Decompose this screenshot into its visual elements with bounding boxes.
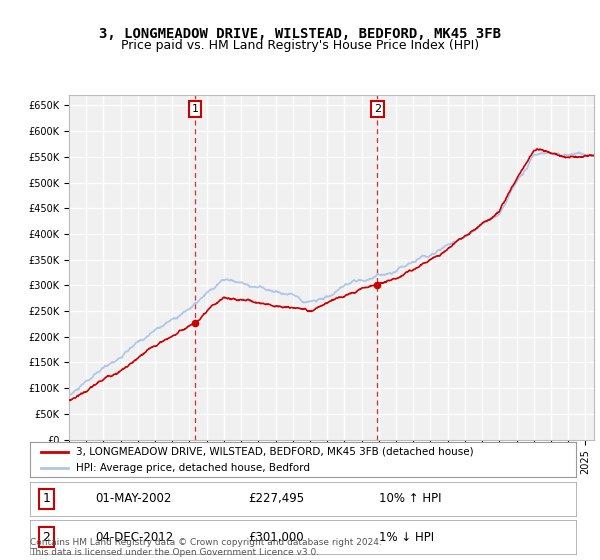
Text: 3, LONGMEADOW DRIVE, WILSTEAD, BEDFORD, MK45 3FB: 3, LONGMEADOW DRIVE, WILSTEAD, BEDFORD, … <box>99 27 501 41</box>
Text: 3, LONGMEADOW DRIVE, WILSTEAD, BEDFORD, MK45 3FB (detached house): 3, LONGMEADOW DRIVE, WILSTEAD, BEDFORD, … <box>76 447 474 457</box>
Text: 1: 1 <box>43 492 50 506</box>
Text: 2: 2 <box>43 530 50 544</box>
Text: £301,000: £301,000 <box>248 530 304 544</box>
Text: 04-DEC-2012: 04-DEC-2012 <box>95 530 174 544</box>
Text: £227,495: £227,495 <box>248 492 305 506</box>
Text: 01-MAY-2002: 01-MAY-2002 <box>95 492 172 506</box>
Text: 1% ↓ HPI: 1% ↓ HPI <box>379 530 434 544</box>
Point <box>373 281 382 290</box>
Text: 10% ↑ HPI: 10% ↑ HPI <box>379 492 442 506</box>
Text: Price paid vs. HM Land Registry's House Price Index (HPI): Price paid vs. HM Land Registry's House … <box>121 39 479 52</box>
Point <box>190 318 200 327</box>
Text: 2: 2 <box>374 104 381 114</box>
Text: HPI: Average price, detached house, Bedford: HPI: Average price, detached house, Bedf… <box>76 463 310 473</box>
Text: Contains HM Land Registry data © Crown copyright and database right 2024.
This d: Contains HM Land Registry data © Crown c… <box>30 538 382 557</box>
Text: 1: 1 <box>191 104 199 114</box>
